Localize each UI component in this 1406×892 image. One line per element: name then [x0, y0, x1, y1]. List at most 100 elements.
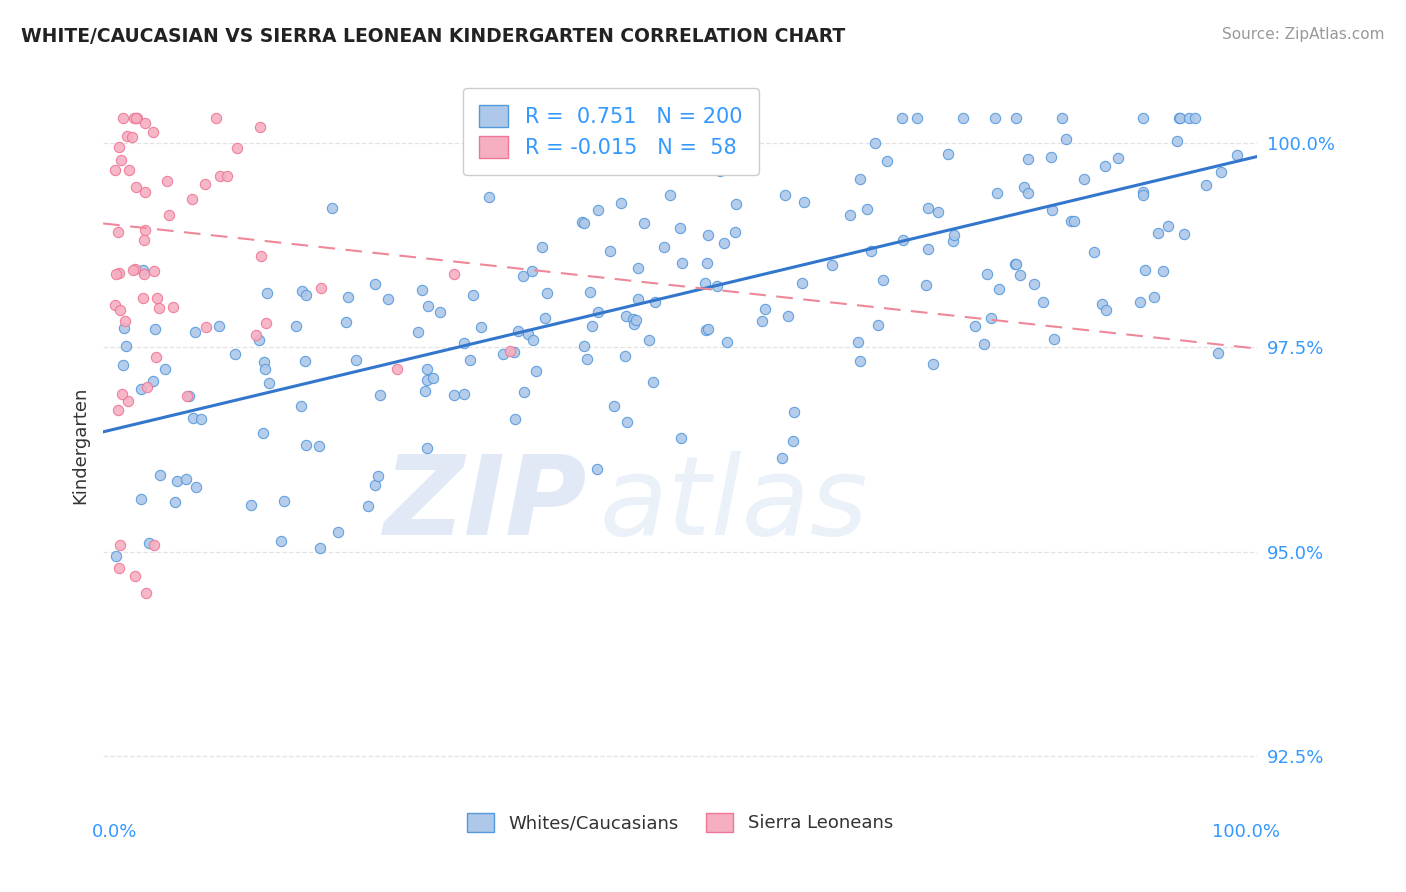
Point [865, 136, 887, 150]
Point [336, 290, 359, 304]
Point [239, 498, 262, 512]
Point [107, 225, 129, 239]
Y-axis label: Kindergarten: Kindergarten [72, 387, 89, 504]
Point [309, 280, 332, 294]
Point [416, 299, 439, 313]
Point [696, 255, 718, 269]
Point [135, 586, 157, 600]
Point [613, 349, 636, 363]
Point [1094, 160, 1116, 174]
Point [1040, 202, 1063, 217]
Point [129, 491, 152, 506]
Point [132, 291, 155, 305]
Point [508, 324, 530, 338]
Point [249, 120, 271, 134]
Point [855, 202, 877, 217]
Point [149, 468, 172, 483]
Point [724, 225, 747, 239]
Point [536, 286, 558, 301]
Point [641, 375, 664, 389]
Point [291, 285, 314, 299]
Point [422, 370, 444, 384]
Point [502, 345, 524, 359]
Point [124, 112, 146, 126]
Point [453, 387, 475, 401]
Point [586, 202, 609, 217]
Point [838, 208, 860, 222]
Point [387, 361, 409, 376]
Point [461, 288, 484, 302]
Point [208, 169, 231, 183]
Point [413, 384, 436, 399]
Point [637, 333, 659, 347]
Point [344, 352, 367, 367]
Point [1166, 134, 1188, 148]
Point [478, 190, 501, 204]
Point [1209, 165, 1232, 179]
Point [572, 338, 595, 352]
Point [205, 112, 228, 126]
Point [254, 316, 277, 330]
Point [1017, 186, 1039, 200]
Point [1178, 112, 1201, 126]
Point [156, 174, 179, 188]
Point [1133, 263, 1156, 277]
Point [1152, 264, 1174, 278]
Point [846, 334, 869, 349]
Point [1107, 151, 1129, 165]
Point [849, 171, 872, 186]
Point [107, 403, 129, 417]
Point [1129, 295, 1152, 310]
Text: WHITE/CAUCASIAN VS SIERRA LEONEAN KINDERGARTEN CORRELATION CHART: WHITE/CAUCASIAN VS SIERRA LEONEAN KINDER… [21, 27, 845, 45]
Point [579, 285, 602, 300]
Point [905, 112, 928, 126]
Point [576, 352, 599, 367]
Point [973, 337, 995, 351]
Point [406, 325, 429, 339]
Point [134, 185, 156, 199]
Point [259, 376, 281, 390]
Point [252, 425, 274, 440]
Point [253, 355, 276, 369]
Point [142, 125, 165, 139]
Point [294, 438, 316, 452]
Point [588, 305, 610, 319]
Point [1167, 112, 1189, 126]
Point [633, 216, 655, 230]
Point [524, 364, 547, 378]
Point [1195, 178, 1218, 193]
Point [1132, 187, 1154, 202]
Point [872, 273, 894, 287]
Point [115, 128, 138, 143]
Point [107, 561, 129, 575]
Point [614, 309, 637, 323]
Point [581, 318, 603, 333]
Point [443, 388, 465, 402]
Point [108, 302, 131, 317]
Point [1052, 112, 1074, 126]
Point [195, 320, 218, 334]
Point [517, 327, 540, 342]
Point [335, 315, 357, 329]
Point [986, 186, 1008, 201]
Point [118, 163, 141, 178]
Point [599, 244, 621, 258]
Point [377, 293, 399, 307]
Point [891, 112, 914, 126]
Point [922, 357, 945, 371]
Point [522, 263, 544, 277]
Point [121, 129, 143, 144]
Point [184, 480, 207, 494]
Point [111, 386, 134, 401]
Point [610, 195, 633, 210]
Point [290, 399, 312, 413]
Point [821, 258, 844, 272]
Point [783, 405, 806, 419]
Point [416, 361, 439, 376]
Point [586, 462, 609, 476]
Point [778, 310, 800, 324]
Point [416, 441, 439, 455]
Point [273, 493, 295, 508]
Point [177, 389, 200, 403]
Point [1147, 226, 1170, 240]
